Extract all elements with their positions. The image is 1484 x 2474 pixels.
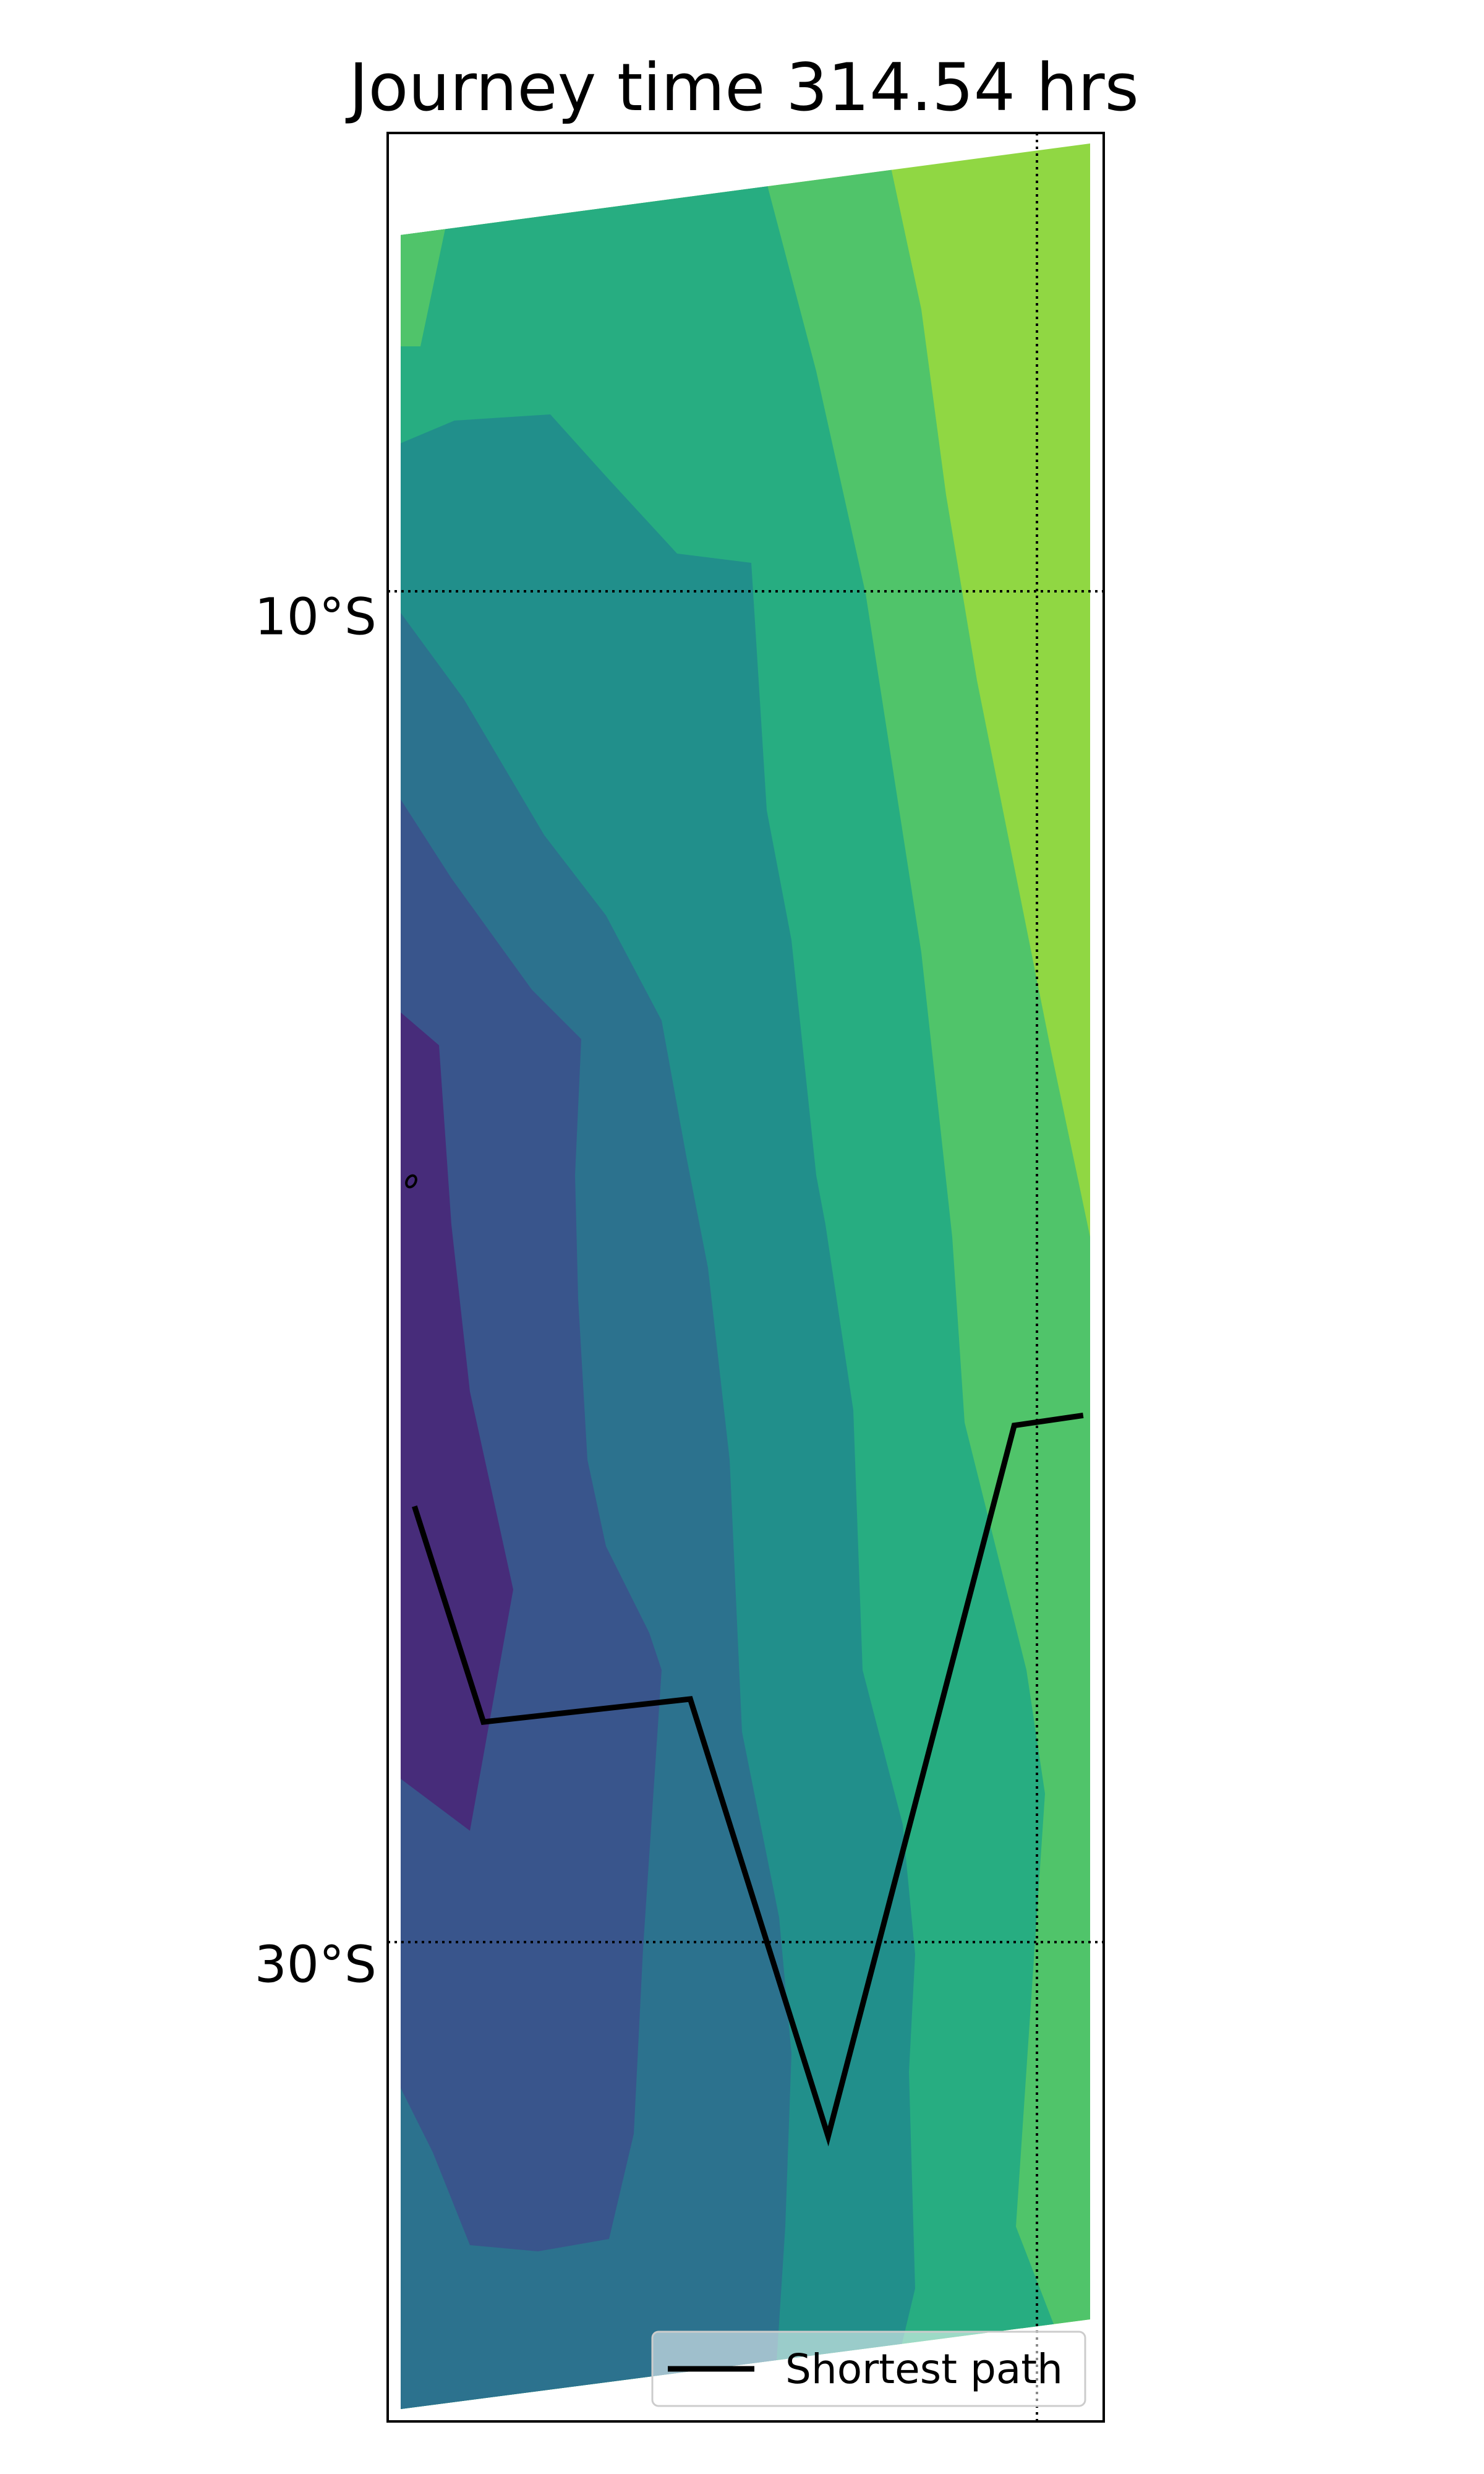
- contour-level-1: [401, 792, 662, 2251]
- y-tick-label-0: 10°S: [255, 588, 377, 646]
- contour-level-0: [401, 1008, 513, 1831]
- y-ticks: 10°S 30°S: [255, 588, 377, 1994]
- contour-level-4b: [401, 229, 445, 346]
- legend-box: [651, 2331, 1086, 2407]
- chart-title: Journey time 314.54 hrs: [345, 49, 1139, 126]
- axes-frame: [386, 132, 1105, 2423]
- legend-label-shortest-path: Shortest path: [785, 2345, 1063, 2393]
- contour-field: [401, 143, 1090, 2409]
- gridlines: [388, 133, 1104, 2421]
- shortest-path-line: [412, 1412, 1084, 2147]
- contour-artifact: [405, 1174, 417, 1189]
- legend: Shortest path: [651, 2331, 1086, 2407]
- y-tick-label-1: 30°S: [255, 1935, 377, 1994]
